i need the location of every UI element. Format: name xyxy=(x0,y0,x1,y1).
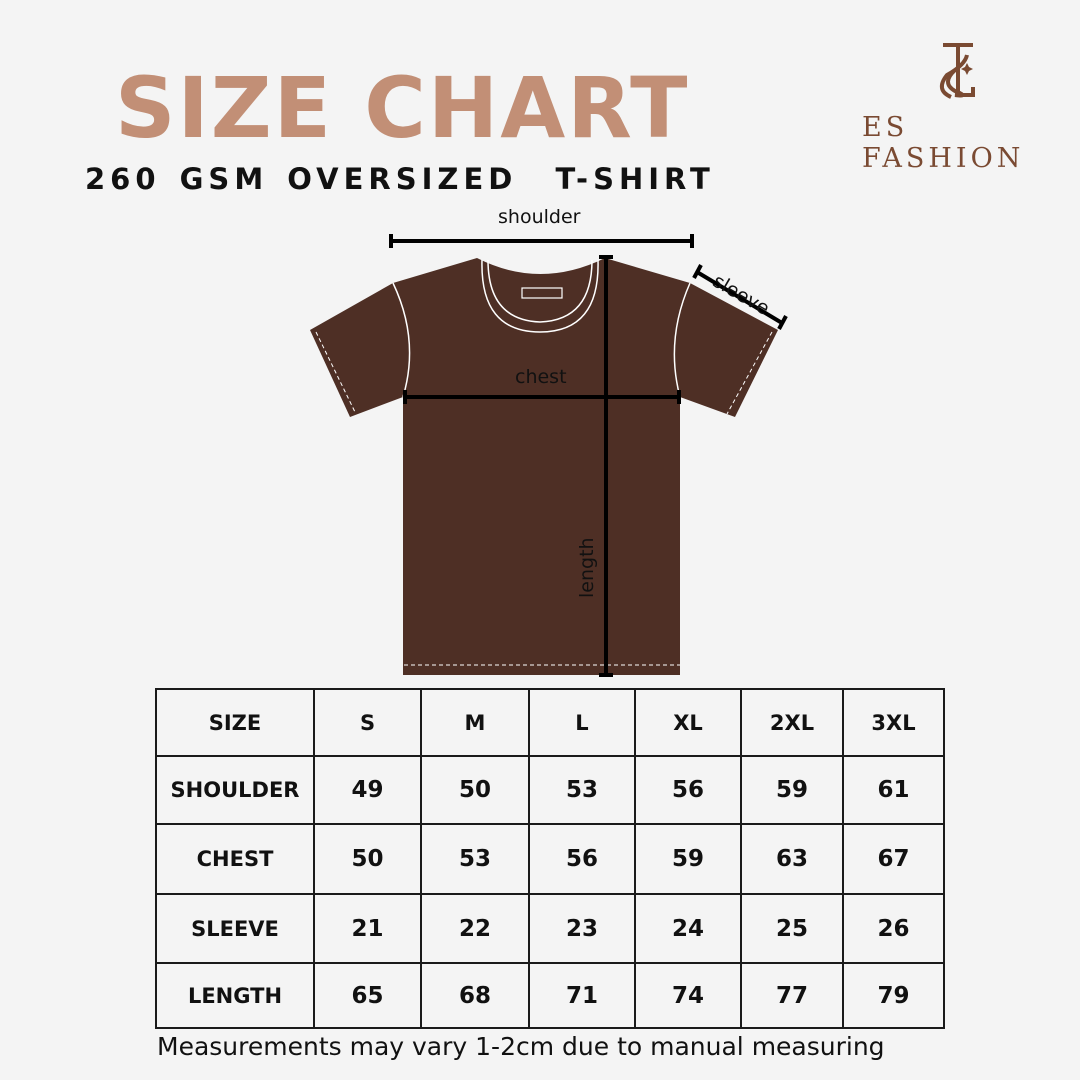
header-cell: L xyxy=(528,688,636,757)
cell: 65 xyxy=(313,962,422,1029)
header-cell: XL xyxy=(634,688,742,757)
tshirt-shape xyxy=(310,258,778,675)
cell: 25 xyxy=(740,893,844,964)
cell: 53 xyxy=(420,823,530,895)
cell: 59 xyxy=(634,823,742,895)
brand-monogram-logo xyxy=(939,43,975,99)
header-cell: 3XL xyxy=(842,688,945,757)
cell: 50 xyxy=(313,823,422,895)
header-cell: 2XL xyxy=(740,688,844,757)
cell: 22 xyxy=(420,893,530,964)
measurement-note: Measurements may vary 1-2cm due to manua… xyxy=(157,1032,885,1061)
cell: 79 xyxy=(842,962,945,1029)
brand-name: ES FASHION xyxy=(862,112,1025,174)
cell: 56 xyxy=(528,823,636,895)
cell: 74 xyxy=(634,962,742,1029)
row-label: CHEST xyxy=(155,823,315,895)
cell: 21 xyxy=(313,893,422,964)
header-cell: M xyxy=(420,688,530,757)
row-label: SHOULDER xyxy=(155,755,315,825)
table-row: SHOULDER 49 50 53 56 59 61 xyxy=(155,755,945,825)
page-title: SIZE CHART xyxy=(115,59,690,157)
cell: 53 xyxy=(528,755,636,825)
cell: 77 xyxy=(740,962,844,1029)
table-header-row: SIZE S M L XL 2XL 3XL xyxy=(155,688,945,757)
cell: 59 xyxy=(740,755,844,825)
shoulder-label: shoulder xyxy=(498,206,581,228)
size-table: SIZE S M L XL 2XL 3XL SHOULDER 49 50 53 … xyxy=(155,688,945,1029)
header-cell: SIZE xyxy=(155,688,315,757)
cell: 49 xyxy=(313,755,422,825)
product-subtitle: 260 GSM OVERSIZED T-SHIRT xyxy=(85,162,715,196)
row-label: LENGTH xyxy=(155,962,315,1029)
chest-label: chest xyxy=(515,366,567,388)
cell: 24 xyxy=(634,893,742,964)
cell: 67 xyxy=(842,823,945,895)
cell: 63 xyxy=(740,823,844,895)
length-label: length xyxy=(576,537,598,598)
table-row: SLEEVE 21 22 23 24 25 26 xyxy=(155,893,945,964)
cell: 56 xyxy=(634,755,742,825)
cell: 23 xyxy=(528,893,636,964)
tshirt-diagram xyxy=(310,234,788,677)
cell: 68 xyxy=(420,962,530,1029)
row-label: SLEEVE xyxy=(155,893,315,964)
table-row: CHEST 50 53 56 59 63 67 xyxy=(155,823,945,895)
cell: 71 xyxy=(528,962,636,1029)
cell: 61 xyxy=(842,755,945,825)
cell: 50 xyxy=(420,755,530,825)
header-cell: S xyxy=(313,688,422,757)
table-row: LENGTH 65 68 71 74 77 79 xyxy=(155,962,945,1029)
cell: 26 xyxy=(842,893,945,964)
